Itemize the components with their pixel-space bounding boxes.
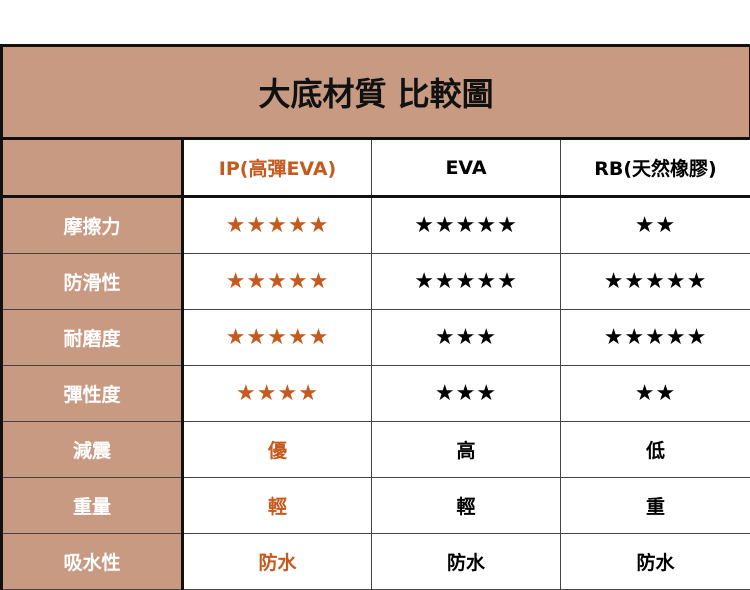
- cell-value: 優: [183, 422, 372, 478]
- cell-value: 低: [561, 422, 750, 478]
- row-label: 吸水性: [2, 534, 183, 590]
- header-row: IP(高彈EVA) EVA RB(天然橡膠): [2, 139, 750, 197]
- star-rating: ★★★★★: [561, 254, 750, 310]
- table-row: 減震優高低: [2, 422, 750, 478]
- row-label: 防滑性: [2, 254, 183, 310]
- star-rating: ★★★★★: [372, 254, 561, 310]
- column-header-eva: EVA: [372, 139, 561, 197]
- cell-value: 防水: [372, 534, 561, 590]
- column-header-ip: IP(高彈EVA): [183, 139, 372, 197]
- table-title: 大底材質 比較圖: [2, 46, 750, 139]
- star-rating: ★★★★: [183, 366, 372, 422]
- table-row: 彈性度★★★★★★★★★: [2, 366, 750, 422]
- table-row: 吸水性防水防水防水: [2, 534, 750, 590]
- cell-value: 重: [561, 478, 750, 534]
- table-row: 重量輕輕重: [2, 478, 750, 534]
- star-rating: ★★★: [372, 366, 561, 422]
- star-rating: ★★: [561, 197, 750, 254]
- star-rating: ★★★★★: [372, 197, 561, 254]
- table-row: 摩擦力★★★★★★★★★★★★: [2, 197, 750, 254]
- star-rating: ★★: [561, 366, 750, 422]
- comparison-table: 大底材質 比較圖 IP(高彈EVA) EVA RB(天然橡膠) 摩擦力★★★★★…: [0, 44, 750, 590]
- table-row: 耐磨度★★★★★★★★★★★★★: [2, 310, 750, 366]
- star-rating: ★★★★★: [561, 310, 750, 366]
- cell-value: 防水: [561, 534, 750, 590]
- row-label: 重量: [2, 478, 183, 534]
- row-label: 摩擦力: [2, 197, 183, 254]
- star-rating: ★★★: [372, 310, 561, 366]
- table-row: 防滑性★★★★★★★★★★★★★★★: [2, 254, 750, 310]
- star-rating: ★★★★★: [183, 310, 372, 366]
- star-rating: ★★★★★: [183, 254, 372, 310]
- row-label: 減震: [2, 422, 183, 478]
- star-rating: ★★★★★: [183, 197, 372, 254]
- row-label: 彈性度: [2, 366, 183, 422]
- cell-value: 防水: [183, 534, 372, 590]
- cell-value: 高: [372, 422, 561, 478]
- column-header-rb: RB(天然橡膠): [561, 139, 750, 197]
- row-label: 耐磨度: [2, 310, 183, 366]
- header-corner: [2, 139, 183, 197]
- cell-value: 輕: [183, 478, 372, 534]
- cell-value: 輕: [372, 478, 561, 534]
